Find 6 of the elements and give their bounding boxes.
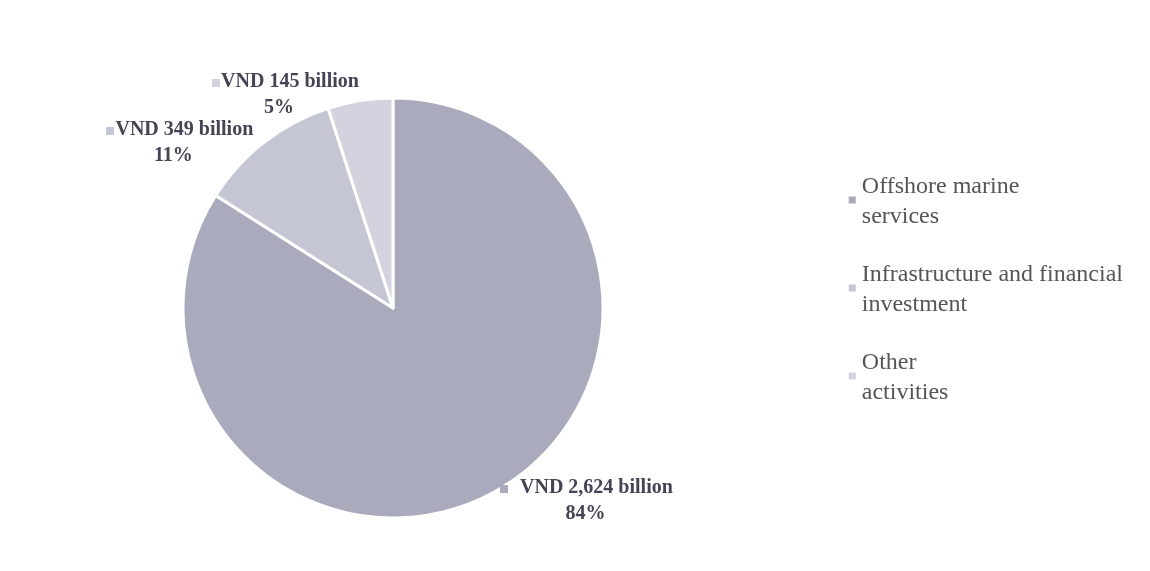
data-label: VND 349 billion 11% [115,116,254,165]
legend-label: Offshore marine services [861,172,1020,228]
data-label: VND 145 billion 5% [221,68,359,117]
data-label: VND 2,624 billion 84% [520,475,673,524]
legend-label: Other activities [861,348,949,404]
legend-label: Infrastructure and financial investment [861,260,1124,316]
